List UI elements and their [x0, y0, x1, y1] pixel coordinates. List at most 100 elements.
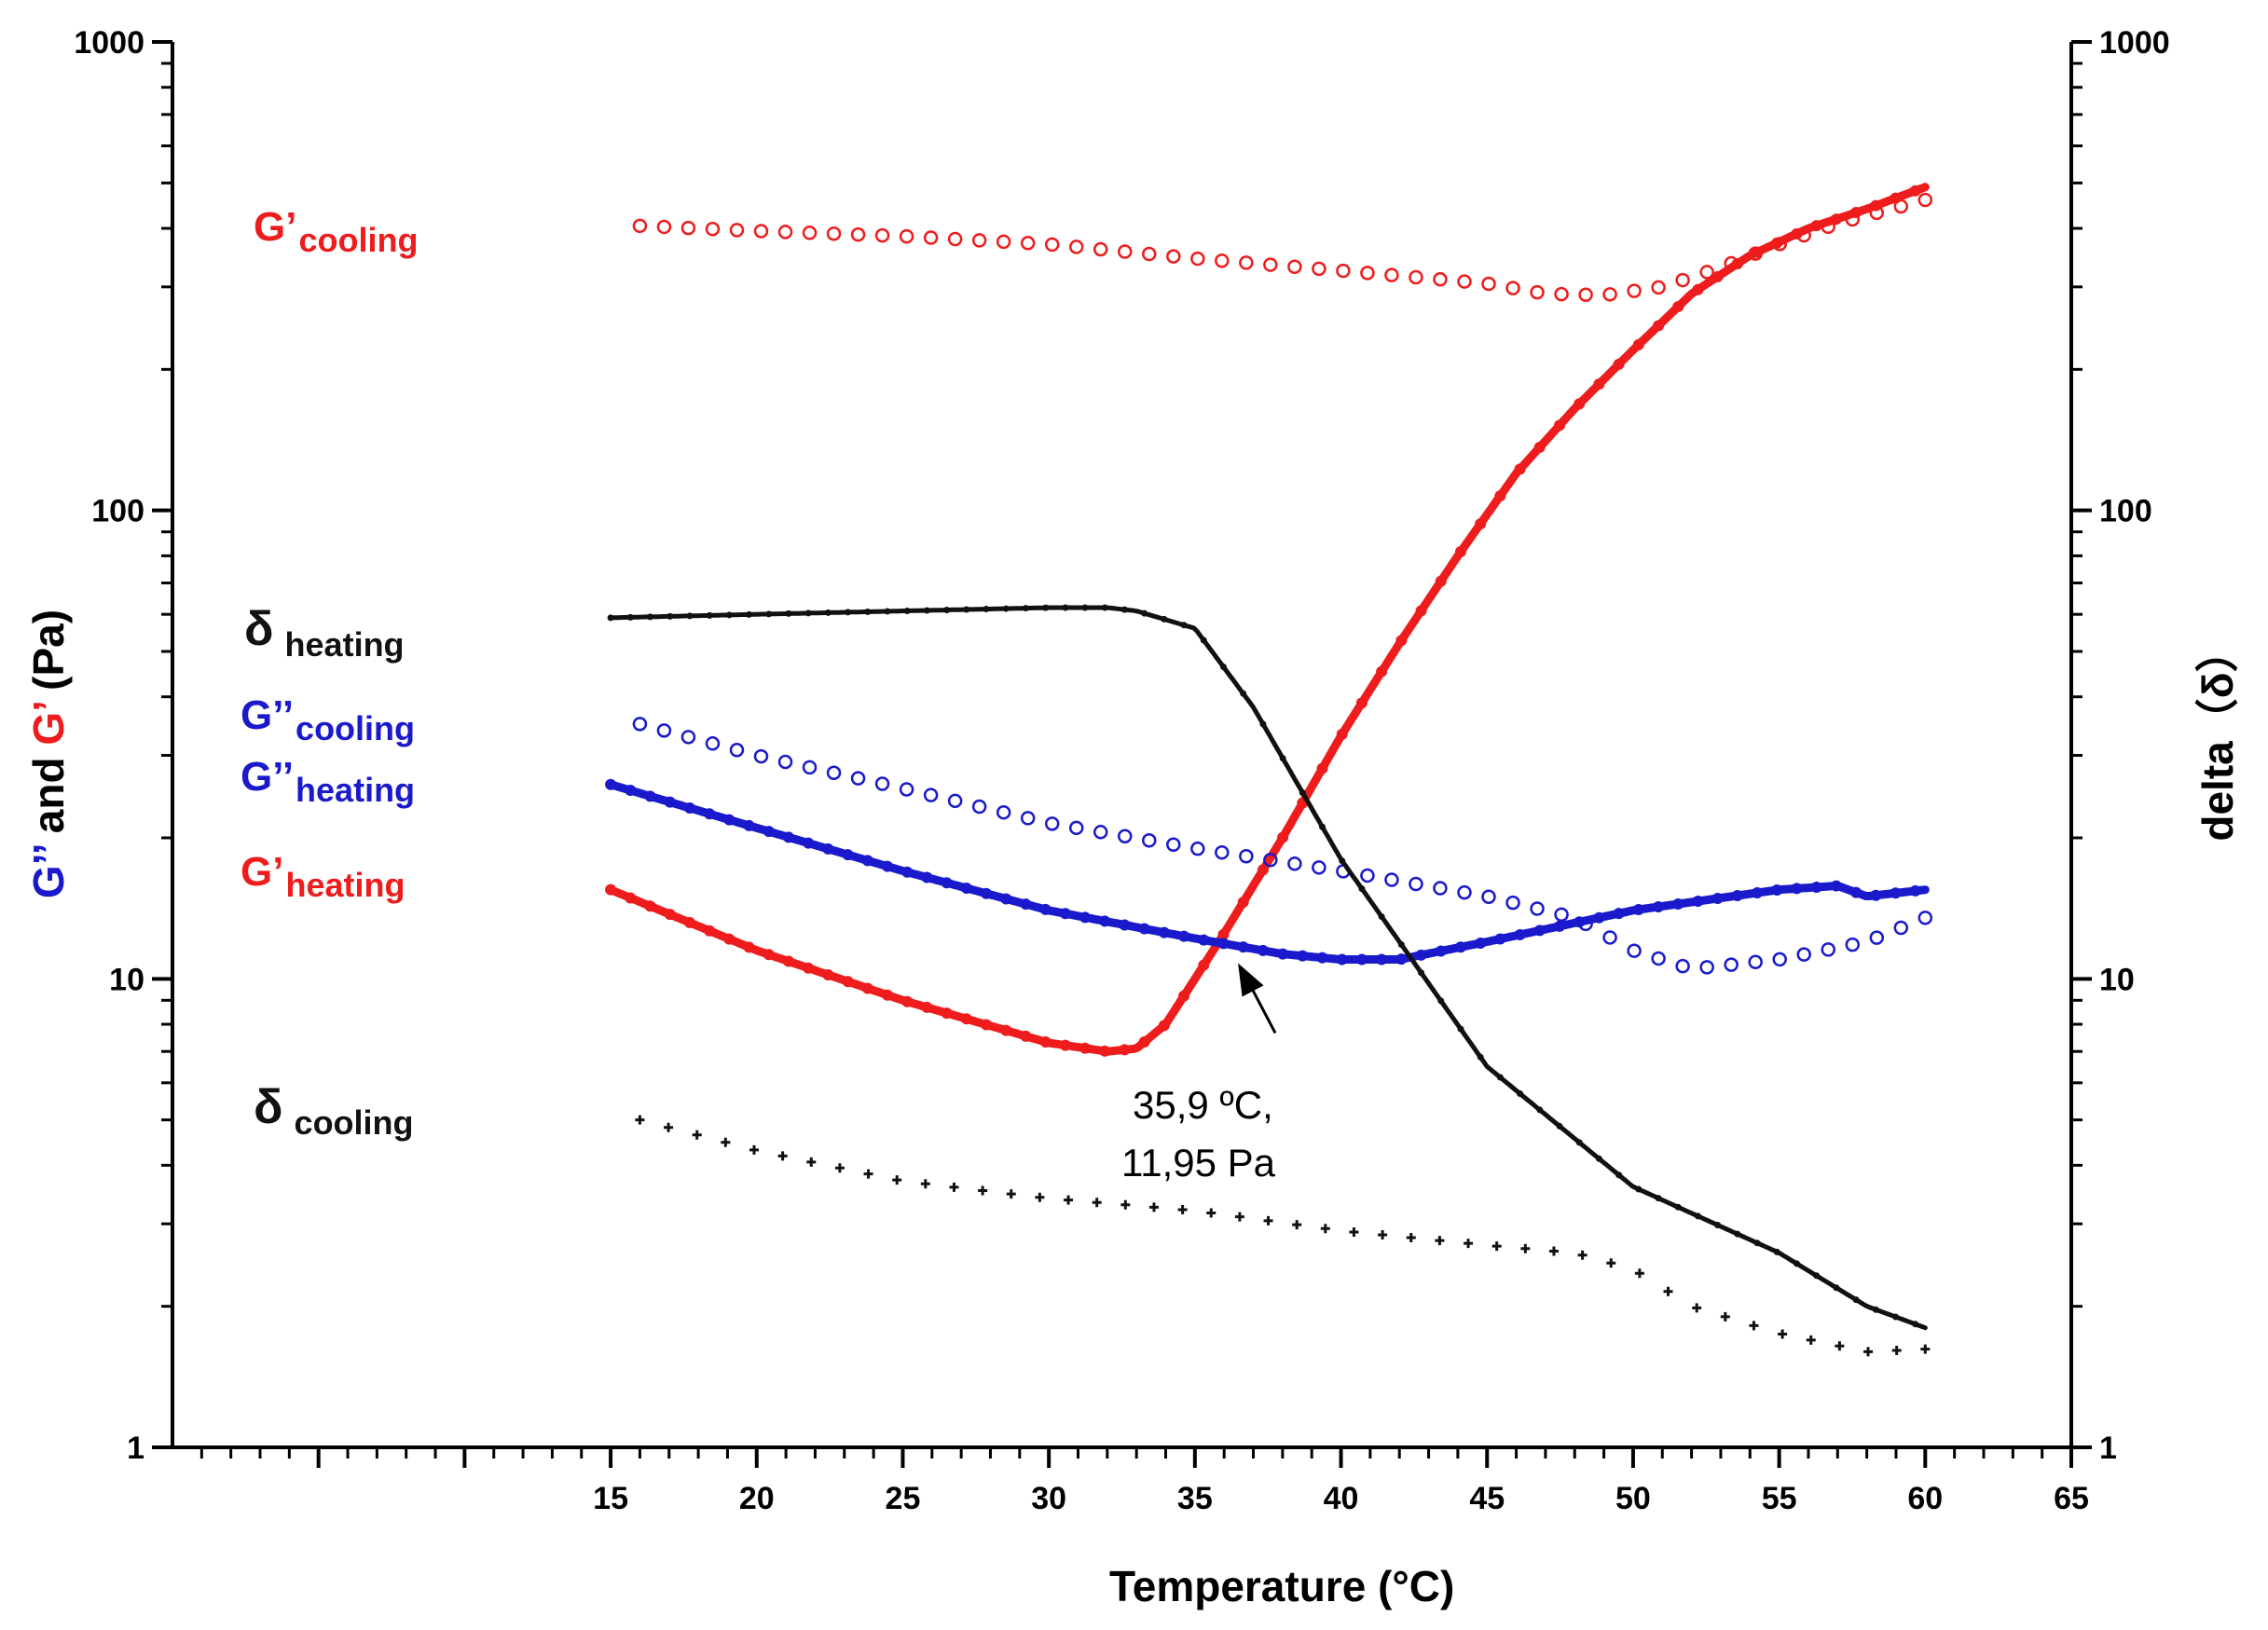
series-label-sub: cooling: [296, 709, 415, 747]
data-point: [1475, 518, 1487, 530]
data-point: [680, 220, 696, 236]
data-point: [1813, 1272, 1821, 1280]
data-point: [680, 730, 696, 745]
data-point: [850, 226, 866, 242]
data-point: [1731, 257, 1743, 269]
data-point: [1299, 788, 1306, 796]
data-point: [1068, 240, 1084, 254]
data-point: [899, 228, 914, 244]
data-point: [1912, 1321, 1919, 1328]
data-point: [1277, 948, 1289, 960]
data-point: [1319, 823, 1326, 830]
data-point: [1517, 1089, 1524, 1097]
data-point: [960, 1013, 972, 1025]
data-point: [947, 231, 963, 247]
data-point: [749, 1144, 759, 1155]
data-point: [1863, 1347, 1874, 1357]
data-point: [1339, 857, 1346, 865]
data-point: [605, 778, 617, 790]
data-point: [1749, 1321, 1759, 1331]
data-point: [949, 1182, 959, 1192]
data-point: [782, 831, 794, 843]
y-left-tick-label: 1000: [74, 25, 144, 61]
data-point: [1079, 1042, 1092, 1054]
data-point: [1237, 941, 1249, 953]
data-point: [1593, 911, 1605, 924]
data-point: [1806, 1335, 1816, 1345]
data-point: [803, 837, 815, 849]
data-point: [1376, 953, 1388, 966]
data-point: [1577, 1250, 1588, 1260]
data-point: [1044, 816, 1060, 831]
data-point: [1694, 1212, 1701, 1220]
data-point: [1627, 283, 1642, 298]
series-label-main: G’: [254, 204, 296, 250]
data-point: [923, 230, 939, 245]
data-point: [1119, 919, 1131, 931]
data-point: [1835, 1341, 1845, 1351]
data-point: [1118, 829, 1133, 844]
series-d_cool: [635, 1115, 1931, 1357]
data-point: [874, 227, 890, 243]
x-tick-label: 35: [1177, 1481, 1213, 1516]
data-point: [1215, 844, 1230, 860]
data-point: [1578, 287, 1593, 303]
data-point: [753, 748, 769, 764]
data-point: [921, 871, 933, 883]
data-point: [1830, 213, 1842, 226]
data-point: [1039, 1036, 1052, 1048]
series-label-sub: heating: [285, 625, 405, 664]
data-point: [1772, 952, 1787, 967]
data-point: [1891, 1313, 1899, 1321]
data-point: [1138, 923, 1150, 935]
data-point: [763, 826, 775, 838]
data-point: [1475, 937, 1487, 949]
data-point: [1653, 901, 1665, 913]
data-point: [743, 819, 755, 831]
y-left-tick-label: 10: [109, 962, 144, 997]
data-point: [1653, 320, 1665, 332]
series-layer: [605, 183, 1933, 1357]
data-point: [1064, 1195, 1074, 1205]
y-axis-right-title: delta（δ）: [2193, 629, 2242, 841]
data-point: [1651, 951, 1666, 966]
data-point: [1336, 728, 1348, 740]
data-point: [1312, 860, 1326, 875]
data-point: [850, 771, 866, 786]
data-point: [1397, 941, 1405, 949]
data-point: [1277, 831, 1289, 843]
data-point: [1734, 1230, 1741, 1238]
data-point: [845, 609, 852, 616]
data-point: [1215, 253, 1230, 268]
data-point: [632, 717, 648, 732]
series-g1_cool: [632, 192, 1933, 303]
data-point: [884, 608, 891, 615]
data-point: [667, 612, 674, 620]
data-point: [1239, 848, 1254, 864]
series-label-g1_cool: G’cooling: [254, 204, 418, 259]
y-left-tick-label: 1: [127, 1431, 144, 1466]
data-point: [920, 1179, 930, 1189]
series-label-sub: cooling: [295, 1103, 414, 1142]
data-point: [1890, 192, 1902, 204]
data-point: [704, 925, 716, 937]
data-point: [1674, 1203, 1682, 1211]
data-point: [656, 723, 672, 738]
data-point: [721, 1137, 731, 1147]
data-point: [1120, 1199, 1131, 1210]
data-point: [1240, 690, 1247, 697]
data-point: [824, 609, 832, 616]
data-point: [1148, 1202, 1159, 1212]
data-point: [863, 1169, 873, 1179]
data-point: [1711, 893, 1724, 905]
data-point: [1699, 265, 1714, 280]
data-point: [1259, 720, 1267, 728]
data-point: [1020, 236, 1036, 251]
y-right-tick-label: 10: [2099, 962, 2135, 997]
data-point: [1481, 889, 1496, 905]
data-point: [881, 860, 893, 872]
data-point: [822, 842, 834, 855]
data-point: [802, 226, 818, 240]
data-point: [1062, 604, 1069, 611]
data-point: [1263, 257, 1278, 272]
